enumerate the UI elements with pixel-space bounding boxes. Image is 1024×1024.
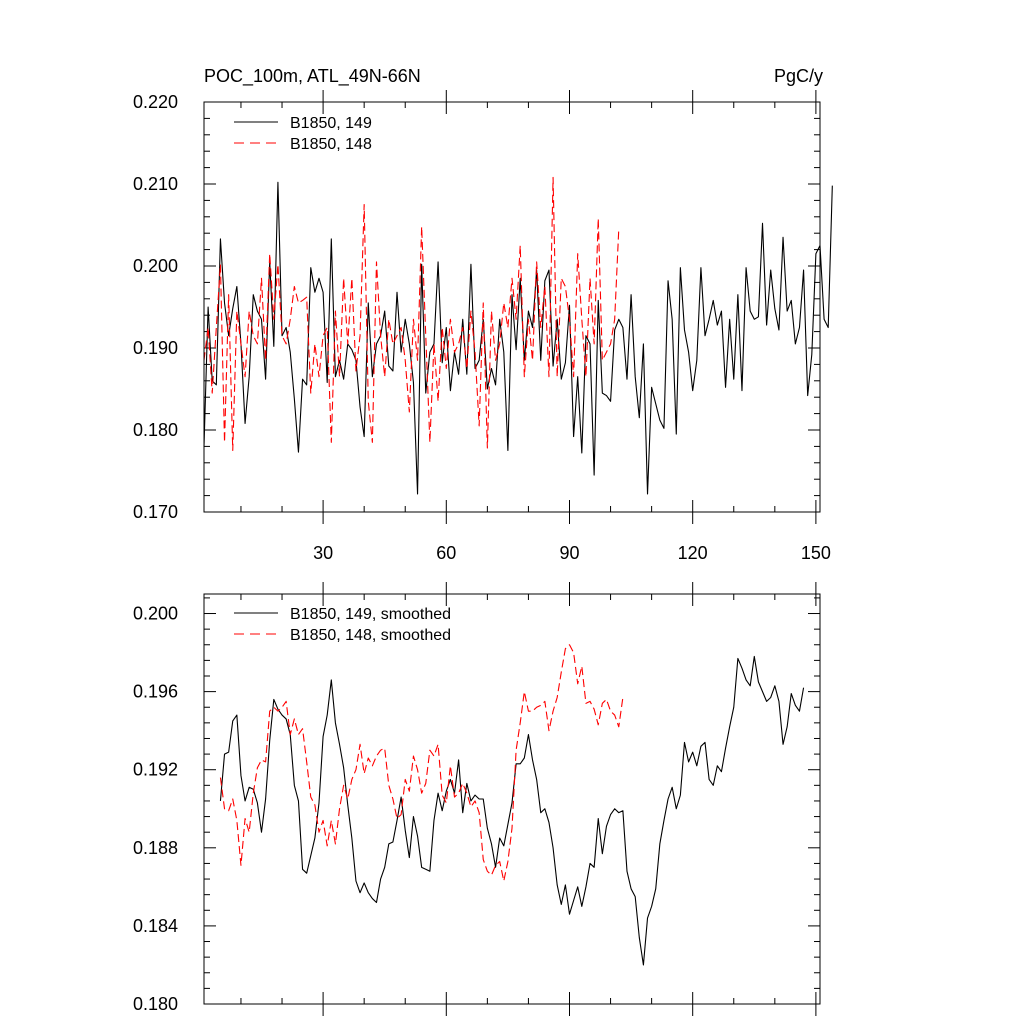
- bottom-series-148-line: [219, 644, 624, 882]
- bottom-legend: B1850, 149, smoothed B1850, 148, smoothe…: [234, 606, 451, 644]
- top-x-tick-labels: 30 60 90 120 150: [313, 543, 831, 563]
- bottom-legend-label-148: B1850, 148, smoothed: [290, 627, 451, 644]
- bottom-y-tick-label: 0.196: [133, 682, 178, 702]
- top-y-tick-labels: 0.170 0.180 0.190 0.200 0.210 0.220: [133, 92, 178, 522]
- top-series-lines: [203, 176, 833, 495]
- top-y-tick-label: 0.190: [133, 338, 178, 358]
- top-x-tick-label: 120: [678, 543, 708, 563]
- bottom-y-tick-label: 0.188: [133, 838, 178, 858]
- top-x-tick-label: 90: [559, 543, 579, 563]
- bottom-legend-label-149: B1850, 149, smoothed: [290, 606, 451, 623]
- bottom-series-lines: [219, 644, 805, 966]
- top-y-tick-label: 0.170: [133, 502, 178, 522]
- bottom-y-tick-label: 0.200: [133, 604, 178, 624]
- bottom-series-149-line: [219, 655, 805, 966]
- top-x-tick-label: 30: [313, 543, 333, 563]
- bottom-axis-ticks: [204, 582, 820, 1016]
- top-axis-ticks: [204, 90, 820, 524]
- top-panel-units: PgC/y: [774, 66, 823, 86]
- top-x-tick-label: 150: [801, 543, 831, 563]
- bottom-y-tick-labels: 0.180 0.184 0.188 0.192 0.196 0.200: [133, 604, 178, 1014]
- bottom-y-tick-label: 0.180: [133, 994, 178, 1014]
- bottom-panel: 0.180 0.184 0.188 0.192 0.196 0.200 B1850, 14…: [133, 582, 821, 1016]
- top-y-tick-label: 0.210: [133, 174, 178, 194]
- top-series-148-line: [203, 176, 620, 452]
- top-plot-frame: [203, 101, 821, 513]
- bottom-y-tick-label: 0.184: [133, 916, 178, 936]
- bottom-y-tick-label: 0.192: [133, 760, 178, 780]
- top-x-tick-label: 60: [436, 543, 456, 563]
- top-legend: B1850, 149 B1850, 148: [234, 115, 372, 153]
- top-legend-label-148: B1850, 148: [290, 136, 372, 153]
- top-y-tick-label: 0.220: [133, 92, 178, 112]
- top-y-tick-label: 0.180: [133, 420, 178, 440]
- top-panel: POC_100m, ATL_49N-66N PgC/y 0.1700.1800.…: [133, 66, 833, 563]
- bottom-plot-frame: [203, 593, 821, 1005]
- top-series-149-line: [203, 181, 833, 495]
- top-y-tick-label: 0.200: [133, 256, 178, 276]
- top-panel-title: POC_100m, ATL_49N-66N: [204, 66, 421, 87]
- top-legend-label-149: B1850, 149: [290, 115, 372, 132]
